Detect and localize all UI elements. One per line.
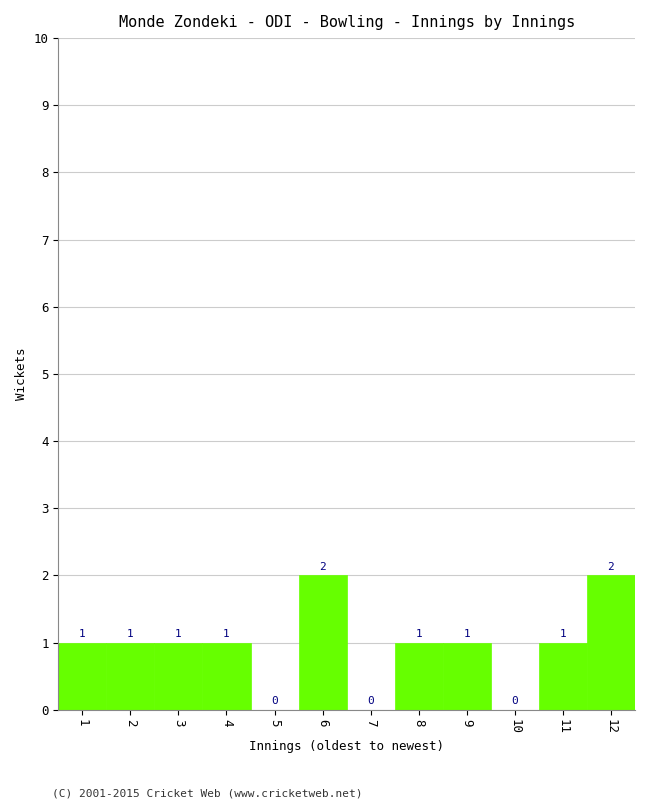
Bar [107,642,155,710]
Text: 0: 0 [367,696,374,706]
Bar [155,642,202,710]
Text: 1: 1 [127,630,134,639]
Text: 1: 1 [223,630,230,639]
Bar [539,642,587,710]
Bar [202,642,250,710]
Bar [587,575,635,710]
Bar [58,642,107,710]
Text: 1: 1 [79,630,86,639]
Text: 1: 1 [415,630,422,639]
Text: 1: 1 [175,630,182,639]
X-axis label: Innings (oldest to newest): Innings (oldest to newest) [249,740,444,753]
Y-axis label: Wickets: Wickets [15,348,28,400]
Text: 1: 1 [560,630,566,639]
Text: (C) 2001-2015 Cricket Web (www.cricketweb.net): (C) 2001-2015 Cricket Web (www.cricketwe… [52,788,363,798]
Title: Monde Zondeki - ODI - Bowling - Innings by Innings: Monde Zondeki - ODI - Bowling - Innings … [118,15,575,30]
Bar [443,642,491,710]
Text: 0: 0 [512,696,518,706]
Text: 1: 1 [463,630,470,639]
Text: 2: 2 [319,562,326,572]
Text: 2: 2 [608,562,614,572]
Text: 0: 0 [271,696,278,706]
Bar [395,642,443,710]
Bar [298,575,346,710]
